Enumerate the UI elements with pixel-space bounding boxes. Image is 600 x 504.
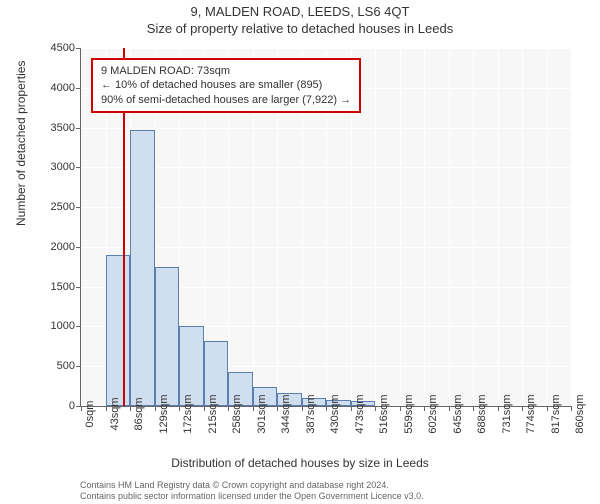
x-tick-label: 0sqm — [84, 401, 96, 428]
x-tick-label: 344sqm — [280, 394, 292, 433]
gridline-vertical — [400, 48, 401, 406]
y-tick-label: 2500 — [15, 201, 75, 213]
x-tick-label: 516sqm — [378, 394, 390, 433]
x-tick-label: 860sqm — [574, 394, 586, 433]
x-axis-label: Distribution of detached houses by size … — [0, 456, 600, 470]
x-tick-label: 301sqm — [256, 394, 268, 433]
gridline-vertical — [498, 48, 499, 406]
histogram-bar — [130, 130, 155, 406]
y-tick-label: 3500 — [15, 122, 75, 134]
footer-line-1: Contains HM Land Registry data © Crown c… — [80, 480, 424, 491]
x-tick-label: 129sqm — [158, 394, 170, 433]
legend-line: 90% of semi-detached houses are larger (… — [101, 93, 351, 107]
legend-line: 9 MALDEN ROAD: 73sqm — [101, 64, 351, 78]
y-tick-label: 3000 — [15, 161, 75, 173]
y-tick-label: 500 — [15, 360, 75, 372]
gridline-vertical — [522, 48, 523, 406]
x-tick-label: 559sqm — [403, 394, 415, 433]
y-tick-label: 4000 — [15, 82, 75, 94]
footer-attribution: Contains HM Land Registry data © Crown c… — [80, 480, 424, 502]
x-tick-label: 215sqm — [207, 394, 219, 433]
x-tick-label: 258sqm — [231, 394, 243, 433]
gridline-vertical — [424, 48, 425, 406]
gridline-vertical — [449, 48, 450, 406]
gridline-vertical — [375, 48, 376, 406]
footer-line-2: Contains public sector information licen… — [80, 491, 424, 502]
x-tick-label: 86sqm — [133, 397, 145, 430]
histogram-chart: 9 MALDEN ROAD: 73sqm← 10% of detached ho… — [80, 48, 571, 407]
x-tick-label: 387sqm — [305, 394, 317, 433]
x-tick-label: 688sqm — [476, 394, 488, 433]
y-tick-label: 2000 — [15, 241, 75, 253]
x-tick-label: 774sqm — [525, 394, 537, 433]
gridline-vertical — [547, 48, 548, 406]
x-tick-label: 430sqm — [329, 394, 341, 433]
x-tick-label: 602sqm — [427, 394, 439, 433]
y-tick-label: 0 — [15, 400, 75, 412]
x-tick-label: 473sqm — [354, 394, 366, 433]
page-title: 9, MALDEN ROAD, LEEDS, LS6 4QT — [0, 4, 600, 19]
x-tick-label: 645sqm — [452, 394, 464, 433]
page-subtitle: Size of property relative to detached ho… — [0, 21, 600, 36]
gridline-vertical — [571, 48, 572, 406]
x-tick-label: 817sqm — [550, 394, 562, 433]
x-tick-label: 731sqm — [501, 394, 513, 433]
legend-line: ← 10% of detached houses are smaller (89… — [101, 78, 351, 92]
gridline-vertical — [473, 48, 474, 406]
y-tick-label: 4500 — [15, 42, 75, 54]
x-tick-label: 43sqm — [109, 397, 121, 430]
y-tick-label: 1500 — [15, 281, 75, 293]
x-tick-label: 172sqm — [182, 394, 194, 433]
histogram-bar — [155, 267, 180, 406]
histogram-bar — [106, 255, 131, 406]
y-tick-label: 1000 — [15, 320, 75, 332]
legend-box: 9 MALDEN ROAD: 73sqm← 10% of detached ho… — [91, 58, 361, 113]
